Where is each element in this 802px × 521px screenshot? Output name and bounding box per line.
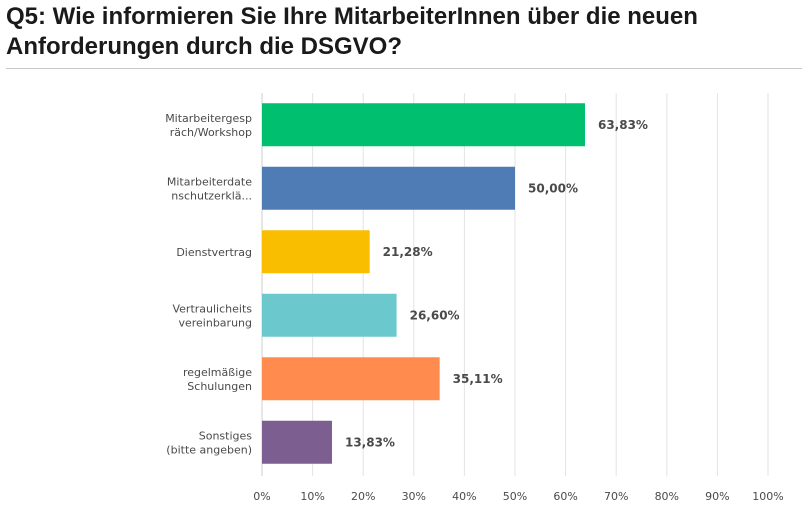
category-label: Mitarbeiterdate nschutzerklä... [167,175,252,202]
x-tick-label: 0% [253,490,270,503]
x-tick-label: 50% [503,490,527,503]
category-label: Dienstvertrag [176,246,252,259]
data-label: 13,83% [345,435,395,449]
bar [262,230,370,274]
data-label: 21,28% [383,245,433,259]
data-label: 50,00% [528,181,578,195]
data-label: 26,60% [410,308,460,322]
x-tick-label: 80% [655,490,679,503]
page-title: Q5: Wie informieren Sie Ihre Mitarbeiter… [6,3,698,60]
data-label: 63,83% [598,118,648,132]
bars [262,103,585,464]
bar [262,420,332,464]
bar [262,103,585,147]
x-tick-label: 40% [452,490,476,503]
x-tick-label: 90% [705,490,729,503]
gridlines [312,93,769,476]
value-labels: 63,83% 50,00% 21,28% 26,60% 35,11% 13,83% [345,118,648,450]
x-tick-label: 30% [402,490,426,503]
x-tick-label: 10% [300,490,324,503]
data-label: 35,11% [453,372,503,386]
title-divider [6,68,802,69]
x-tick-label: 20% [351,490,375,503]
category-label: regelmäßige Schulungen [183,366,252,393]
category-label: Sonstiges (bitte angeben) [166,429,252,456]
category-labels: Mitarbeitergesp räch/Workshop Mitarbeiterd… [165,112,252,457]
bar [262,357,440,401]
category-label: Mitarbeitergesp räch/Workshop [165,112,252,139]
bar [262,166,515,210]
x-tick-label: 70% [604,490,628,503]
category-label: Vertraulicheits vereinbarung [172,302,252,329]
bar [262,293,397,337]
x-axis-ticks: 0% 10% 20% 30% 40% 50% 60% 70% 80% 90% 100% [253,490,783,503]
x-tick-label: 100% [752,490,783,503]
x-tick-label: 60% [553,490,577,503]
